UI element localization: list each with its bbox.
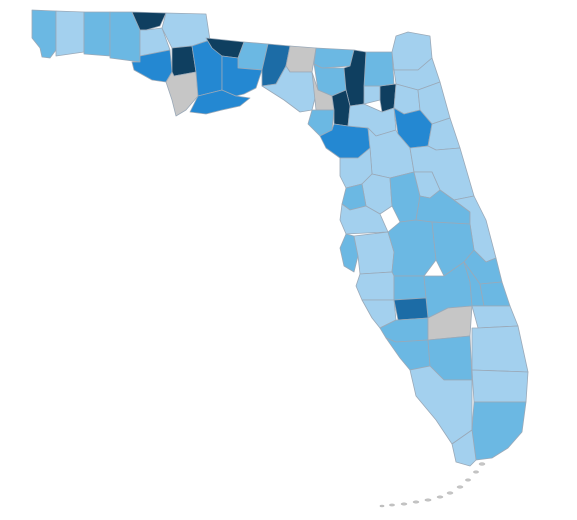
county-baker[interactable] [363,51,395,87]
county-miami-dade[interactable] [471,401,527,461]
county-holmes[interactable] [131,11,167,31]
county-desoto[interactable] [393,297,429,321]
county-hamilton[interactable] [313,47,355,69]
county-glades[interactable] [427,305,473,341]
county-monroe-mainland[interactable] [451,429,477,467]
county-madison[interactable] [285,45,317,73]
county-palm-beach[interactable] [471,325,529,373]
county-hardee[interactable] [393,275,427,301]
county-manatee[interactable] [355,271,395,301]
county-martin[interactable] [471,305,519,329]
county-lee[interactable] [385,337,431,371]
county-pasco[interactable] [339,203,389,235]
county-wakulla[interactable] [221,55,263,97]
county-santa-rosa[interactable] [55,10,85,57]
county-hillsborough[interactable] [353,231,395,275]
florida-keys [379,462,486,508]
county-union[interactable] [363,85,381,105]
county-broward[interactable] [471,369,529,403]
county-okaloosa[interactable] [83,11,111,57]
county-washington[interactable] [139,27,171,57]
county-polk[interactable] [387,219,437,277]
county-gilchrist[interactable] [331,89,351,127]
county-st-lucie[interactable] [479,281,511,307]
county-escambia[interactable] [31,9,57,59]
